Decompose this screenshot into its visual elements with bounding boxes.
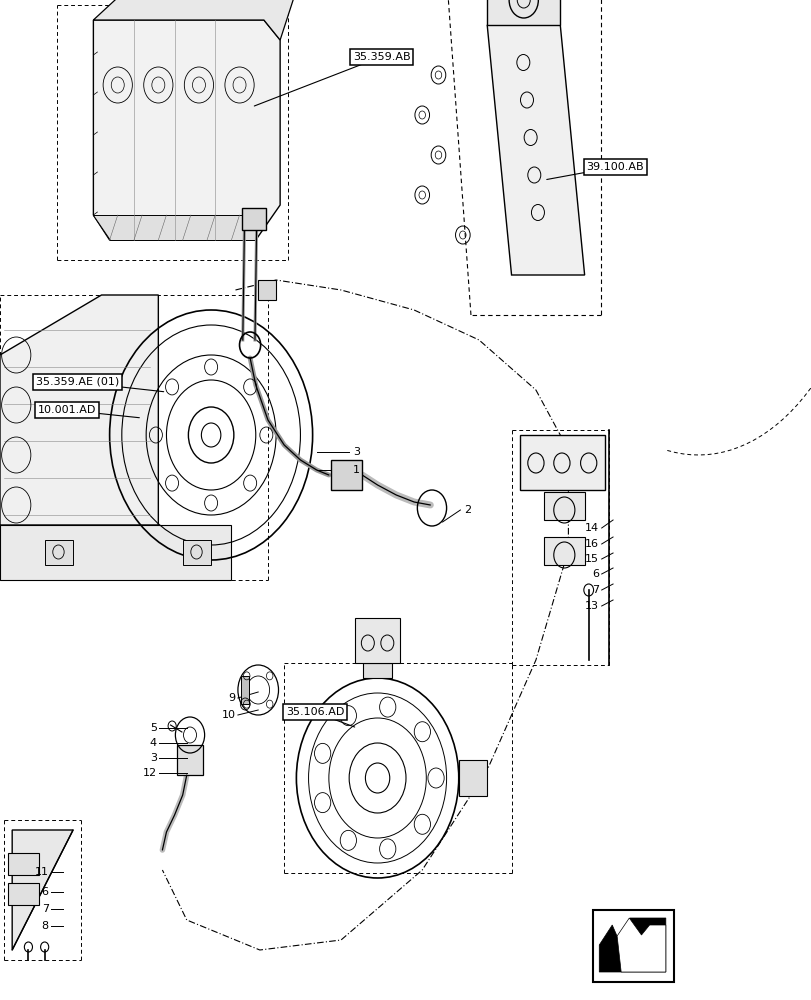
Bar	[241, 676, 249, 704]
Bar	[242, 208, 266, 230]
Text: 6: 6	[41, 887, 49, 897]
Text: 35.106.AD: 35.106.AD	[285, 707, 344, 717]
Text: 2: 2	[464, 505, 471, 515]
Bar	[8, 883, 39, 905]
Text: 35.359.AE (01): 35.359.AE (01)	[36, 377, 118, 387]
Text: 3: 3	[353, 447, 360, 457]
Text: 39.100.AB: 39.100.AB	[586, 162, 643, 172]
Text: 7: 7	[591, 585, 599, 595]
Text: 7: 7	[41, 904, 49, 914]
Bar	[543, 537, 584, 565]
Polygon shape	[0, 295, 158, 525]
Polygon shape	[93, 0, 296, 40]
Bar	[8, 853, 39, 875]
Text: 12: 12	[143, 768, 157, 778]
Bar	[331, 460, 362, 490]
Text: 11: 11	[35, 867, 49, 877]
Bar	[458, 760, 487, 796]
Text: 35.359.AB: 35.359.AB	[353, 52, 410, 62]
Text: 10.001.AD: 10.001.AD	[37, 405, 96, 415]
Bar	[592, 910, 673, 982]
Text: 8: 8	[41, 921, 49, 931]
Text: 4: 4	[149, 738, 157, 748]
Bar	[258, 280, 276, 300]
Bar	[543, 492, 584, 520]
Text: 6: 6	[591, 569, 599, 579]
Bar	[354, 618, 400, 663]
Text: 14: 14	[585, 523, 599, 533]
Polygon shape	[93, 215, 255, 240]
Text: 3: 3	[149, 753, 157, 763]
Polygon shape	[599, 918, 665, 972]
Text: 16: 16	[585, 539, 599, 549]
Text: 5: 5	[149, 723, 157, 733]
Text: 1: 1	[353, 465, 360, 475]
Bar	[45, 540, 73, 565]
Text: 10: 10	[221, 710, 235, 720]
Polygon shape	[12, 830, 73, 950]
Text: 13: 13	[585, 601, 599, 611]
Bar	[0, 525, 231, 580]
Polygon shape	[487, 25, 584, 275]
Bar	[363, 663, 392, 678]
Bar	[182, 540, 211, 565]
Bar	[519, 435, 604, 490]
Text: 9: 9	[228, 693, 235, 703]
Polygon shape	[616, 918, 665, 972]
Polygon shape	[93, 20, 280, 240]
Text: 15: 15	[585, 554, 599, 564]
Bar	[487, 0, 560, 25]
Bar	[177, 745, 203, 775]
